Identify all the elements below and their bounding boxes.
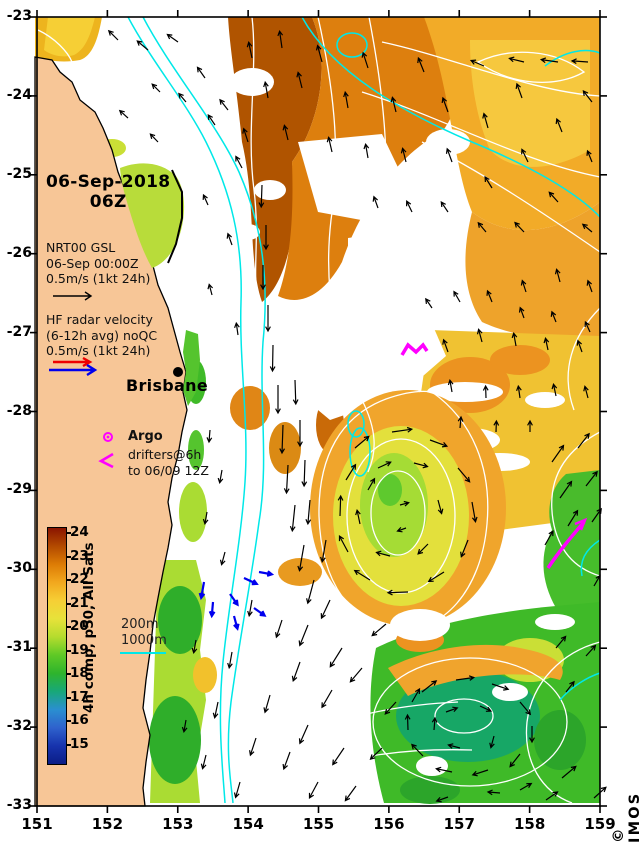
drifter-tracks [400,342,588,569]
stamp-time: 06Z [89,192,127,212]
x-axis-label: 155 [302,815,335,833]
y-axis-label: -30 [6,560,32,577]
colorbar-tick-label: 18 [70,665,89,682]
colorbar-tick-label: 24 [70,524,89,540]
sst-contour-lines [37,16,601,804]
y-axis-label: -32 [6,718,32,735]
colorbar-tick [66,696,71,699]
x-axis-label: 159 [584,815,616,833]
current-vectors [107,29,607,803]
y-axis-label: -29 [6,481,32,498]
hf-radar-vectors [198,570,275,631]
axis-ticks [30,10,607,813]
hf-scale: 0.5m/s (1kt 24h) [46,343,151,358]
colorbar-tick-label: 15 [70,735,89,752]
stamp-date: 06-Sep-2018 [46,172,171,192]
x-axis-label: 158 [513,815,546,833]
colorbar-tick [66,579,71,582]
colorbar-tick-label: 21 [70,594,89,611]
x-axis-label: 156 [373,815,405,833]
cloud-gaps [230,68,565,471]
sst-field [35,17,600,804]
y-axis-label: -27 [6,323,32,340]
datetime-stamp: 06-Sep-2018 06Z [46,172,170,212]
colorbar-tick [66,532,71,534]
fraser-island [167,169,183,264]
x-axis-label: 152 [91,815,124,833]
colorbar-tick [66,602,71,605]
drifter-marker [98,452,114,469]
copyright-note: © IMOS 11-Sep-2018 13:18 Hobart Time [611,791,641,843]
x-axis-label: 154 [232,815,264,833]
drifters-line1: drifters@6h [128,447,202,462]
argo-marker [103,432,113,442]
y-axis-label: -25 [6,165,32,182]
colorbar-tick [66,720,71,723]
x-axis-label: 157 [443,815,475,833]
y-axis-label: -26 [6,244,32,261]
hf-red-arrow [53,356,93,368]
bathy-labels: 200m 1000m [121,617,167,649]
gsl-legend: NRT00 GSL 06-Sep 00:00Z 0.5m/s (1kt 24h) [46,240,150,287]
legend-symbols [49,291,183,469]
y-axis-label: -31 [6,639,32,656]
gsl-subtitle: 06-Sep 00:00Z [46,255,139,271]
gsl-title: NRT00 GSL [46,240,116,255]
x-axis-label: 151 [21,815,53,833]
contour-1000m [142,16,266,804]
colorbar-tick [66,626,71,629]
city-label: Brisbane [126,376,208,395]
plot-frame [36,16,601,807]
argo-label: Argo [128,429,163,444]
land-region [34,56,200,807]
hf-title: HF radar velocity [46,312,153,327]
gsl-scale: 0.5m/s (1kt 24h) [46,271,151,286]
moreton-bay [183,330,200,406]
brisbane-marker [173,367,183,377]
hervey-bay-shallows [120,163,185,268]
contour-200m [127,16,247,804]
colorbar-tick-label: 23 [70,547,89,564]
drifters-line2: to 06/09 12Z [128,462,209,478]
y-axis-label: -24 [6,86,32,103]
y-axis-label: -33 [6,797,32,813]
bathymetry-contours [120,16,601,804]
hf-subtitle: (6-12h avg) noQC [46,327,158,343]
colorbar-tick-label: 19 [70,641,89,658]
coastline [34,56,188,807]
colorbar-tick-label: 16 [70,712,89,729]
x-axis-label: 153 [162,815,194,833]
label-1000m: 1000m [121,633,167,648]
drifters-label: drifters@6h to 06/09 12Z [128,447,209,478]
colorbar-tick-label: 22 [70,571,89,588]
colorbar-tick-label: 17 [70,688,89,705]
y-axis-label: -28 [6,402,32,419]
colorbar-tick [66,555,71,558]
colorbar-tick [66,673,71,676]
colorbar-tick-label: 20 [70,618,89,635]
colorbar-tick [66,743,71,746]
hf-legend: HF radar velocity (6-12h avg) noQC 0.5m/… [46,312,157,359]
label-200m: 200m [121,617,159,632]
gsl-scale-arrow [53,291,93,301]
colorbar-tick [66,649,71,652]
y-axis-label: -23 [6,8,32,24]
sst-colorbar [47,527,67,765]
hf-blue-arrow [49,363,98,377]
